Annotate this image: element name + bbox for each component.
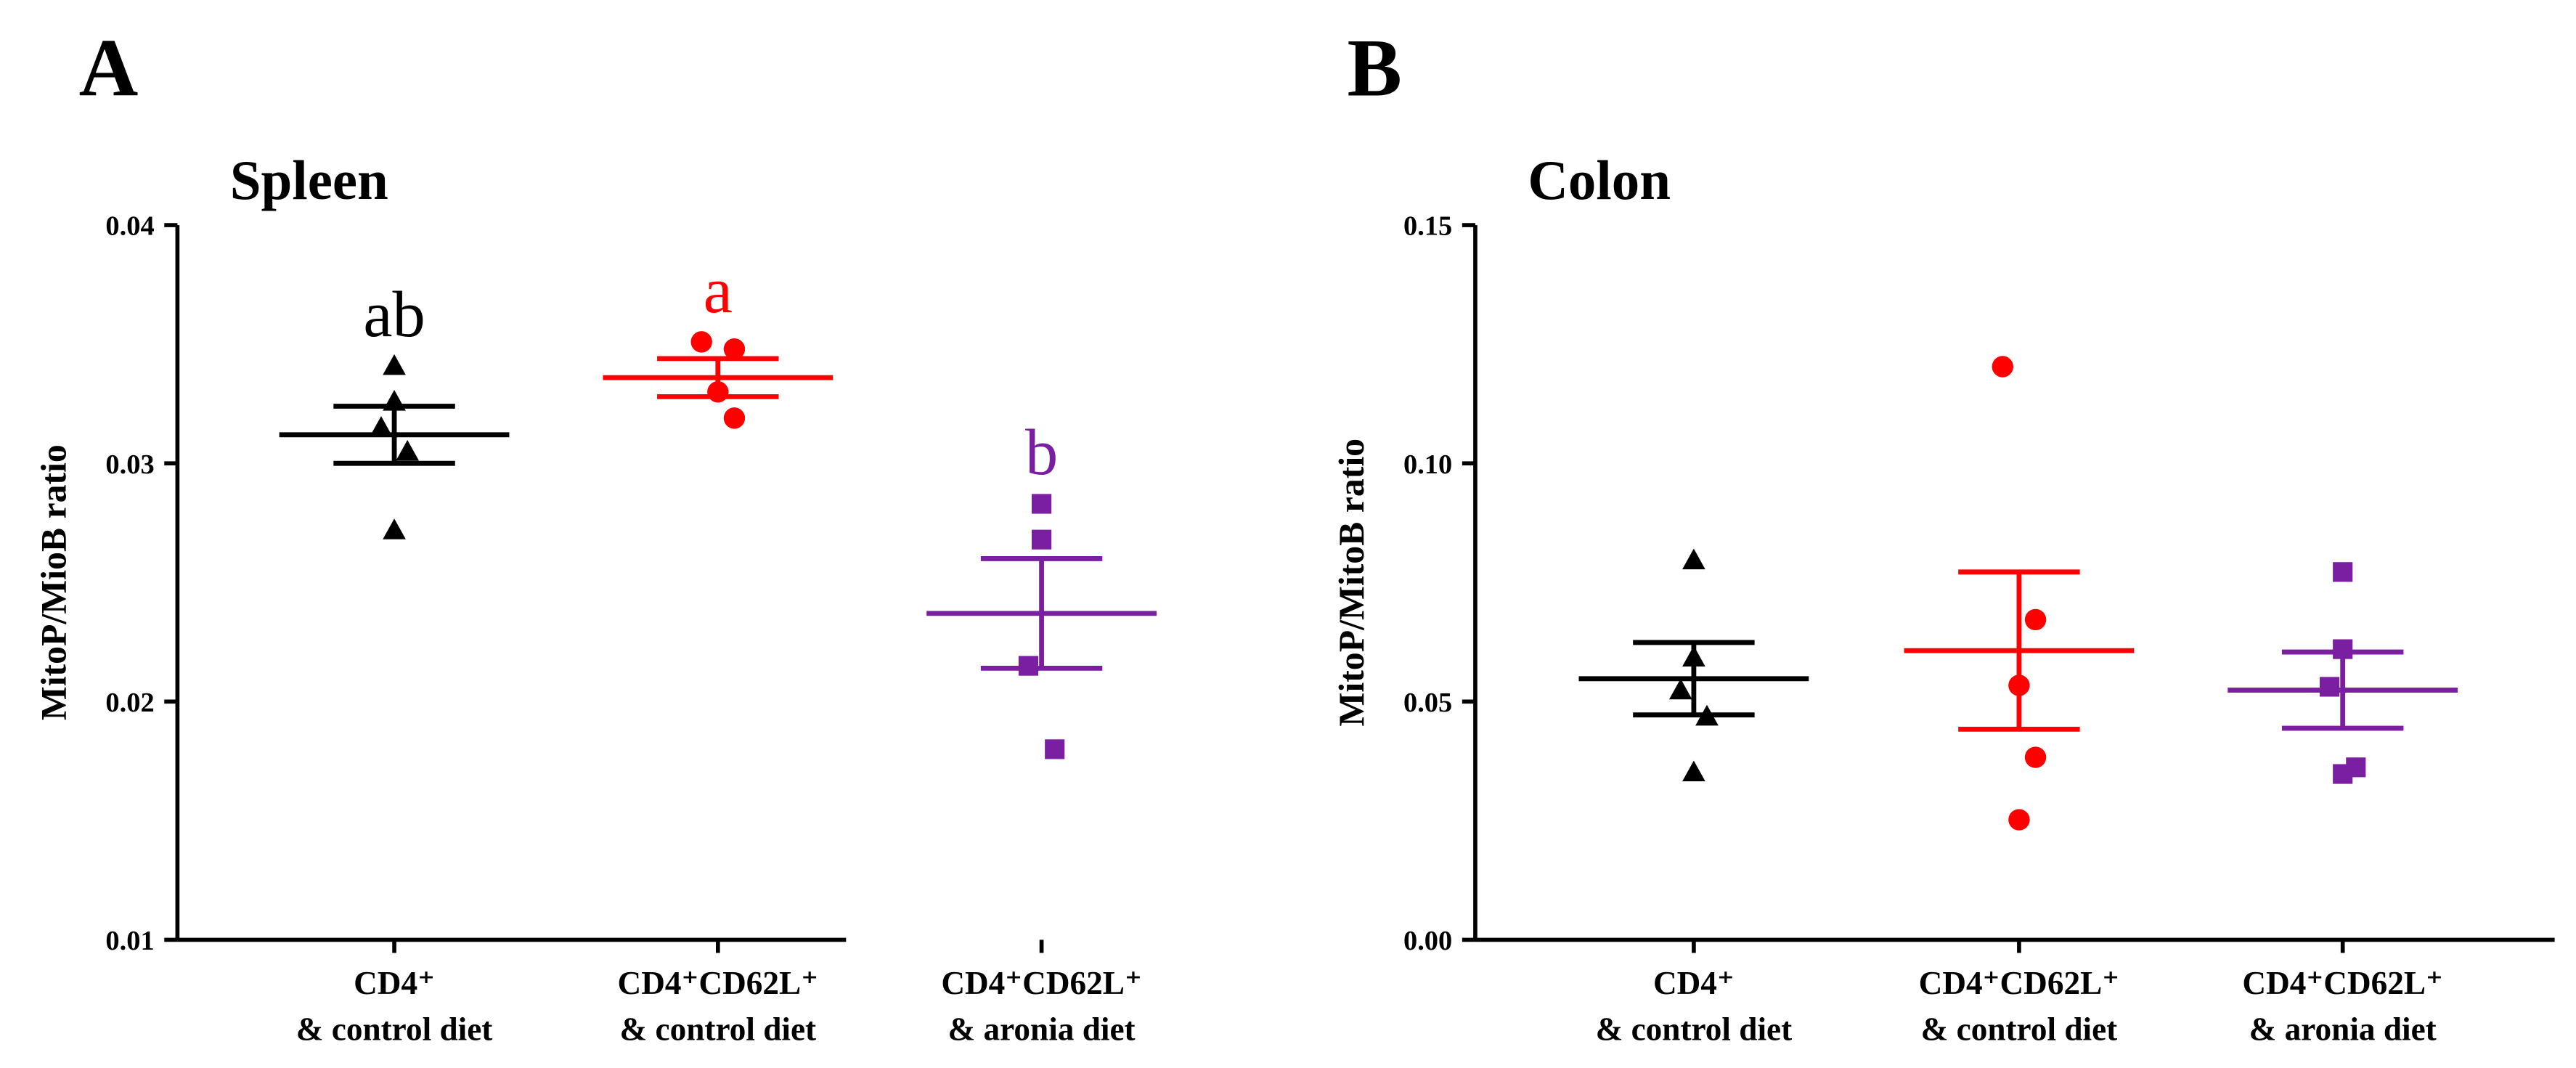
data-point (1032, 494, 1052, 514)
chart-title: Colon (1528, 149, 1671, 211)
x-tick-label: CD4⁺CD62L⁺ (2242, 965, 2443, 1001)
x-tick-label: CD4⁺CD62L⁺ (941, 965, 1142, 1001)
chart-title: Spleen (230, 149, 388, 211)
data-point (1045, 739, 1065, 759)
panel-label: A (79, 23, 139, 113)
y-tick-label: 0.00 (1403, 926, 1452, 956)
y-tick-label: 0.15 (1403, 211, 1452, 242)
data-point (690, 331, 712, 353)
data-point (1032, 529, 1052, 550)
x-tick-label: CD4⁺CD62L⁺ (618, 965, 819, 1001)
y-tick-label: 0.05 (1403, 688, 1452, 718)
data-point (2008, 809, 2030, 831)
y-axis-label: MitoP/MioB ratio (34, 444, 74, 720)
data-point (2333, 562, 2353, 582)
x-tick-label: & control diet (1596, 1011, 1793, 1047)
y-axis-label: MitoP/MitoB ratio (1332, 439, 1371, 727)
significance-letter: ab (363, 277, 425, 351)
data-point (2024, 608, 2047, 631)
y-tick-label: 0.01 (105, 926, 154, 956)
error-bar (333, 404, 455, 466)
x-tick-label: & aronia diet (2249, 1011, 2437, 1047)
y-tick-label: 0.04 (105, 211, 154, 242)
significance-letter: b (1025, 415, 1058, 489)
data-point (2333, 764, 2353, 784)
x-tick-label: & aronia diet (948, 1011, 1136, 1047)
x-tick-label: CD4⁺ (354, 965, 435, 1001)
data-point (383, 354, 406, 375)
y-tick-label: 0.02 (105, 688, 154, 718)
error-bar (657, 356, 779, 399)
data-point (2024, 746, 2047, 768)
data-point (723, 407, 746, 429)
y-tick-label: 0.10 (1403, 449, 1452, 480)
data-point (370, 416, 393, 437)
data-point (1682, 548, 1705, 570)
x-tick-label: & control diet (1921, 1011, 2118, 1047)
error-bar (1958, 569, 2080, 732)
error-bar (1633, 640, 1755, 718)
data-point (723, 338, 746, 360)
significance-letter: a (704, 253, 733, 327)
data-point (1682, 760, 1705, 782)
error-bar (2281, 649, 2404, 731)
data-point (1668, 678, 1692, 700)
x-tick-label: & control diet (620, 1011, 817, 1047)
y-tick-label: 0.03 (105, 449, 154, 480)
data-point (2320, 677, 2340, 697)
data-point (1992, 356, 2014, 378)
x-tick-label: & control diet (296, 1011, 493, 1047)
x-tick-label: CD4⁺CD62L⁺ (1919, 965, 2120, 1001)
panel-label: B (1347, 23, 1401, 113)
data-point (396, 439, 420, 461)
x-tick-label: CD4⁺ (1653, 965, 1735, 1001)
error-bar (980, 556, 1103, 671)
data-point (383, 518, 406, 539)
